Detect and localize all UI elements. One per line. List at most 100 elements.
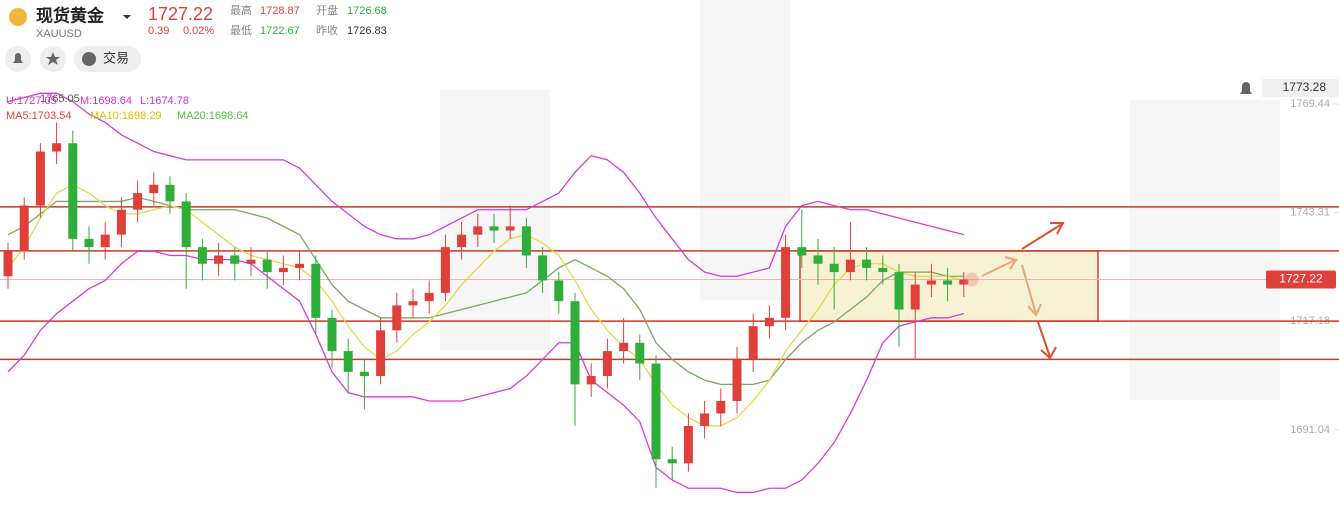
candle-body	[748, 326, 758, 360]
candle-body	[926, 280, 936, 285]
candle-body	[667, 459, 677, 464]
range-zone	[799, 250, 1099, 322]
open: 1726.68	[347, 5, 387, 17]
candle-body	[829, 263, 839, 273]
candle-body	[781, 247, 791, 318]
candle-body	[424, 292, 434, 302]
candle-body	[716, 400, 726, 414]
trade-label: 交易	[103, 50, 129, 65]
candle-body	[489, 226, 499, 231]
candle-body	[862, 259, 872, 268]
low: 1722.67	[260, 25, 300, 37]
candle-body	[230, 255, 240, 264]
change: 0.39	[148, 25, 169, 37]
candle-body	[35, 151, 45, 206]
y-tick-label: 1769.44	[1290, 98, 1330, 110]
current-price-tag	[1266, 270, 1336, 289]
candle-body	[521, 226, 531, 256]
change-pct: 0.02%	[183, 25, 214, 37]
current-price-label: 1727.22	[1279, 272, 1323, 286]
indicator-line	[7, 184, 964, 427]
candle-body	[602, 351, 612, 377]
candle-body	[700, 413, 710, 426]
symbol: XAUUSD	[36, 28, 82, 40]
candle-body	[376, 330, 386, 377]
candle-body	[894, 272, 904, 310]
candle-body	[181, 201, 191, 248]
candle-body	[311, 263, 321, 318]
prev: 1726.83	[347, 25, 387, 37]
ma-label: MA20:1698.64	[177, 110, 249, 122]
top-price-label: 1773.28	[1283, 80, 1327, 94]
candle-body	[619, 342, 629, 352]
candle-body	[84, 238, 94, 248]
candle-body	[635, 342, 645, 364]
candle-body	[878, 267, 888, 273]
candle-body	[295, 263, 305, 268]
candle-body	[165, 184, 175, 202]
price-alert-icon[interactable]	[1240, 82, 1252, 94]
high: 1728.87	[260, 5, 300, 17]
candle-body	[359, 371, 369, 377]
candle-body	[197, 247, 207, 264]
candle-body	[3, 251, 13, 277]
high-label: 最高	[230, 3, 252, 17]
candle-body	[116, 209, 126, 235]
candle-body	[554, 280, 564, 302]
max-high-label: 1765.05	[40, 93, 80, 105]
buttons: 交易	[5, 46, 141, 72]
candle-body	[538, 255, 548, 281]
candle-body	[100, 234, 110, 248]
indicator-line	[7, 196, 964, 385]
candle-body	[68, 143, 78, 239]
candle-body	[52, 143, 62, 152]
open-label: 开盘	[316, 3, 338, 17]
indicator-line	[7, 250, 964, 494]
candle-body	[149, 184, 159, 194]
low-label: 最低	[230, 24, 252, 37]
candle-body	[683, 425, 693, 464]
candle-body	[408, 301, 418, 306]
candle-body	[651, 363, 661, 460]
candle-body	[440, 247, 450, 293]
candle-body	[133, 193, 143, 210]
candle-body	[586, 376, 596, 385]
top-price-box	[1262, 79, 1339, 97]
price: 1727.22	[148, 4, 213, 24]
current-glow	[964, 272, 979, 287]
ma-label: MA5:1703.54	[6, 110, 71, 122]
candle-body	[19, 205, 29, 252]
candle-body	[246, 259, 256, 264]
trade-icon	[82, 52, 96, 66]
y-tick-label: 1691.04	[1290, 424, 1330, 436]
candle-body	[732, 359, 742, 401]
indicator-label: U:1727.05	[6, 95, 57, 107]
background-deco	[440, 0, 1280, 400]
candle-body	[327, 317, 337, 352]
candle-body	[845, 259, 855, 273]
ma-label: MA10:1698.29	[90, 110, 162, 122]
dropdown-caret[interactable]	[123, 15, 131, 19]
candle-body	[910, 284, 920, 310]
candle-body	[570, 301, 580, 385]
candle-body	[214, 255, 224, 264]
candle-body	[457, 234, 467, 248]
indicator-label: M:1698.64	[80, 95, 132, 107]
indicator-line	[7, 92, 964, 277]
star-icon	[46, 52, 60, 65]
candle-body	[797, 247, 807, 256]
candle-body	[943, 280, 953, 285]
candle-body	[278, 267, 288, 273]
candle-body	[392, 305, 402, 331]
y-tick-label: 1743.31	[1290, 207, 1330, 219]
bell-icon	[13, 53, 23, 63]
gold-icon	[9, 8, 27, 26]
instrument-name[interactable]: 现货黄金	[36, 5, 105, 25]
candle-body	[959, 279, 969, 285]
candle-body	[343, 351, 353, 372]
candle-body	[813, 255, 823, 264]
candle-body	[262, 259, 272, 273]
prev-label: 昨收	[316, 23, 338, 37]
